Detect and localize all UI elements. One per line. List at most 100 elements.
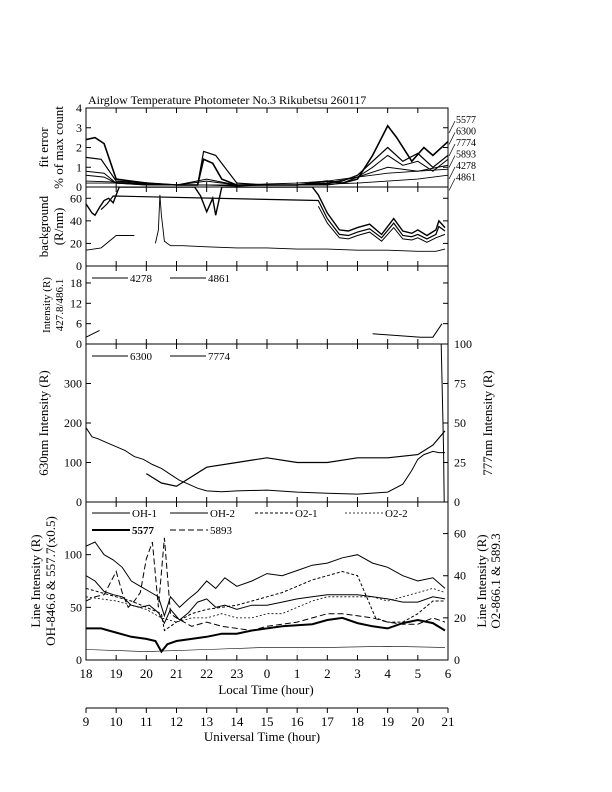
ylabel-right-b: O2-866.1 & 589.3 xyxy=(488,533,503,628)
local-time-axis-label: Local Time (hour) xyxy=(218,682,313,697)
panel-fit_error: 0 1 2 3 4 fit error% of max count 557763007774… xyxy=(36,101,476,194)
ylabel: Line Intensity (R) xyxy=(28,534,43,627)
series-line-bg-b xyxy=(100,195,446,240)
local-time-tick-label: 19 xyxy=(110,666,123,681)
ytick2-label: 50 xyxy=(454,416,466,430)
chart-title: Airglow Temperature Photometer No.3 Riku… xyxy=(88,93,366,107)
ytick2-label: 25 xyxy=(454,456,466,470)
panel-background: 0 20 40 60 background (R/nm) xyxy=(36,186,449,273)
ylabel: 630nm Intensity (R) xyxy=(36,370,51,475)
legend-label-5577: 5577 xyxy=(456,115,476,126)
legend-label-6300: 6300 xyxy=(130,351,153,363)
legend-label-4861: 4861 xyxy=(208,273,230,285)
series-line-6300 xyxy=(86,146,448,186)
ytick-label: 2 xyxy=(76,141,82,155)
legend-leader xyxy=(448,143,456,157)
ytick-label: 20 xyxy=(70,236,82,250)
local-time-tick-label: 23 xyxy=(230,666,243,681)
ytick-label: 0 xyxy=(76,337,82,351)
legend-label-5893: 5893 xyxy=(210,525,233,537)
ytick-label: 0 xyxy=(76,495,82,509)
ylabel-2: 427.8/486.1 xyxy=(54,279,66,332)
ytick-label: 12 xyxy=(70,296,82,310)
ytick2-label: 60 xyxy=(454,527,466,541)
ytick-label: 3 xyxy=(76,121,82,135)
local-time-tick-label: 5 xyxy=(415,666,422,681)
series-line-faint xyxy=(86,645,446,652)
ut-tick-label: 12 xyxy=(170,714,183,729)
ut-tick-label: 21 xyxy=(442,714,455,729)
series-line-6300 xyxy=(86,427,445,495)
legend-label-4278: 4278 xyxy=(130,273,153,285)
legend-leader xyxy=(448,120,456,134)
series-line-4861 xyxy=(372,323,443,338)
legend-label-OH-1: OH-1 xyxy=(132,508,157,520)
legend-leader xyxy=(448,155,456,168)
ytick-label: 4 xyxy=(76,101,82,115)
series-line-7774-spike xyxy=(440,344,445,502)
panel-intensity_630: 0 100 200 300 0 25 50 75 100 630nm Intensity (R) 7… xyxy=(36,337,495,509)
ylabel-2: (R/nm) xyxy=(51,208,66,246)
legend-leader xyxy=(448,178,456,191)
ylabel: background xyxy=(36,195,51,257)
ytick-label: 1 xyxy=(76,160,82,174)
local-time-tick-label: 4 xyxy=(384,666,391,681)
legend-label-7774: 7774 xyxy=(208,351,231,363)
ylabel-b: OH-846.6 & 557.7(x0.5) xyxy=(43,516,58,646)
series-line-5577 xyxy=(86,124,448,186)
panel-intensity_blue: 0 6 12 18 Intensity (R) 427.8/486.1 4278 4861 xyxy=(41,265,449,351)
ytick2-label: 40 xyxy=(454,569,466,583)
series-group xyxy=(86,323,443,338)
ut-tick-label: 11 xyxy=(140,714,153,729)
ytick-label: 100 xyxy=(64,456,82,470)
local-time-tick-label: 2 xyxy=(324,666,331,681)
ytick-label: 200 xyxy=(64,416,82,430)
local-time-tick-label: 21 xyxy=(170,666,183,681)
local-time-tick-label: 6 xyxy=(445,666,452,681)
series-line-OH-1 xyxy=(86,541,446,618)
series-line-O2-2 xyxy=(86,587,446,623)
ut-tick-label: 17 xyxy=(321,714,335,729)
series-group xyxy=(86,344,446,502)
ytick-label: 60 xyxy=(70,191,82,205)
ytick-label: 0 xyxy=(76,180,82,194)
series-line-bg-e xyxy=(86,235,135,251)
panel-frame xyxy=(85,107,449,188)
ut-tick-label: 10 xyxy=(110,714,123,729)
ut-tick-label: 9 xyxy=(83,714,90,729)
series-line-4861 xyxy=(86,174,448,187)
ytick-label: 300 xyxy=(64,377,82,391)
series-line-5893 xyxy=(86,537,446,632)
ylabel: fit error xyxy=(36,127,51,168)
ytick2-label: 100 xyxy=(454,337,472,351)
legend-label-7774: 7774 xyxy=(456,138,476,149)
ylabel-2: % of max count xyxy=(51,106,66,189)
series-line-4278 xyxy=(86,168,448,186)
legend-label-5577: 5577 xyxy=(132,525,155,537)
series-line-bg-a xyxy=(86,187,446,237)
ut-tick-label: 14 xyxy=(230,714,244,729)
local-time-tick-label: 20 xyxy=(140,666,153,681)
ytick-label: 40 xyxy=(70,214,82,228)
ytick2-label: 0 xyxy=(454,653,460,667)
ut-tick-label: 15 xyxy=(261,714,274,729)
ytick2-label: 75 xyxy=(454,377,466,391)
ytick2-label: 0 xyxy=(454,495,460,509)
local-time-tick-label: 18 xyxy=(80,666,93,681)
ut-axis-label: Universal Time (hour) xyxy=(204,729,320,744)
local-time-tick-label: 1 xyxy=(294,666,301,681)
local-time-tick-label: 3 xyxy=(354,666,361,681)
series-line-7774 xyxy=(145,430,446,487)
legend-label-6300: 6300 xyxy=(456,127,476,138)
series-line-bg-c xyxy=(317,205,446,243)
legend-label-OH-2: OH-2 xyxy=(210,508,235,520)
series-group xyxy=(86,537,446,654)
legend-label-4861: 4861 xyxy=(456,173,476,184)
legend-leader xyxy=(448,166,456,180)
legend-label-O2-1: O2-1 xyxy=(295,508,318,520)
legend-label-O2-2: O2-2 xyxy=(385,508,408,520)
